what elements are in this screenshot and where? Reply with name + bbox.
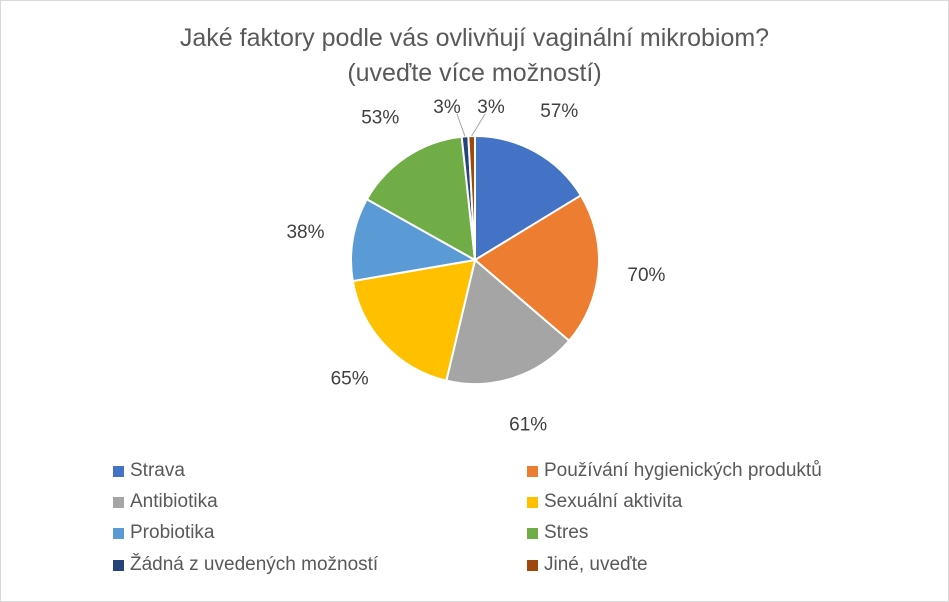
- chart-title-line-1: Jaké faktory podle vás ovlivňují vaginál…: [179, 24, 770, 52]
- legend-item-zadna-z-uvedenych-moznosti: Žádná z uvedených možností: [113, 554, 378, 576]
- pie-slice-stres: [365, 135, 477, 262]
- data-label-strava: 57%: [540, 101, 578, 122]
- legend-swatch: [527, 559, 538, 571]
- data-label-antibiotika: 61%: [509, 415, 547, 436]
- legend-label: Stres: [544, 522, 589, 543]
- legend-label: Strava: [130, 460, 185, 481]
- legend-swatch: [113, 559, 124, 571]
- chart-title-line-2: (uveďte více možností): [347, 59, 602, 87]
- legend-swatch: [113, 465, 124, 477]
- legend-label: Antibiotika: [130, 491, 218, 512]
- legend-item-antibiotika: Antibiotika: [113, 491, 218, 513]
- legend-item-pouzivani-hygienickych-produktu: Používání hygienických produktů: [527, 460, 822, 482]
- legend-label: Sexuální aktivita: [544, 491, 683, 512]
- pie-slice-strava: [474, 134, 583, 262]
- legend-label: Žádná z uvedených možností: [130, 554, 379, 575]
- data-label-jine-uvedte: 3%: [477, 97, 505, 118]
- data-label-sexualni-aktivita: 65%: [331, 369, 369, 390]
- legend-swatch: [113, 527, 124, 539]
- legend-item-probiotika: Probiotika: [113, 522, 215, 544]
- data-label-stres: 53%: [361, 107, 399, 128]
- pie-slice-pouzivani-hygienickych-produktu: [473, 194, 600, 343]
- legend-swatch: [527, 496, 538, 508]
- legend-swatch: [113, 496, 124, 508]
- pie-slice-sexualni-aktivita: [351, 258, 477, 382]
- legend-item-jine-uvedte: Jiné, uveďte: [527, 554, 648, 576]
- pie-slice-antibiotika: [445, 258, 571, 385]
- legend-item-sexualni-aktivita: Sexuální aktivita: [527, 491, 682, 513]
- legend-label: Používání hygienických produktů: [544, 460, 822, 481]
- leader-line-zadna-z-uvedenych-moznosti: [456, 113, 466, 137]
- pie-slice-jine-uvedte: [467, 134, 476, 261]
- legend-item-strava: Strava: [113, 460, 185, 482]
- legend-swatch: [527, 527, 538, 539]
- legend-item-stres: Stres: [527, 522, 588, 544]
- legend-label: Probiotika: [130, 522, 215, 543]
- data-label-zadna-z-uvedenych-moznosti: 3%: [433, 97, 461, 118]
- data-label-probiotika: 38%: [286, 222, 324, 243]
- legend-swatch: [527, 465, 538, 477]
- pie-slice-probiotika: [350, 197, 478, 283]
- legend-label: Jiné, uveďte: [544, 554, 648, 575]
- leader-line-jine-uvedte: [471, 113, 486, 137]
- data-label-pouzivani-hygienickych-produktu: 70%: [627, 265, 665, 286]
